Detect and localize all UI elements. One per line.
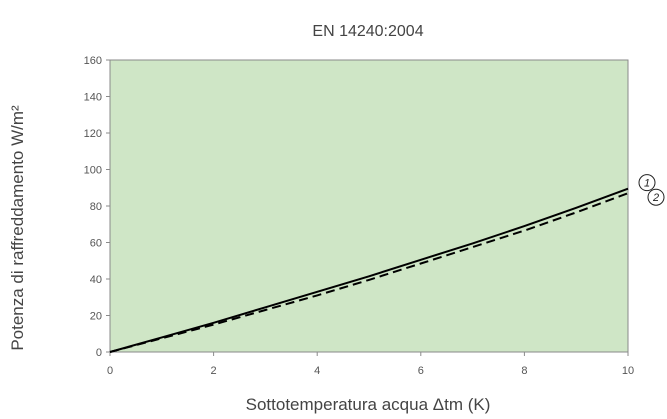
y-tick-label: 20 <box>90 311 102 323</box>
x-tick-label: 8 <box>521 365 527 377</box>
y-tick-label: 160 <box>84 55 102 67</box>
y-axis-title: Potenza di raffreddamento W/m² <box>8 105 27 351</box>
series-line-1 <box>109 187 629 353</box>
plot-background <box>109 59 629 353</box>
series-marker-circle <box>638 174 656 192</box>
y-tick-label: 140 <box>84 92 102 104</box>
y-tick-label: 100 <box>84 165 102 177</box>
x-tick-label: 10 <box>622 365 634 377</box>
x-tick-label: 6 <box>418 365 424 377</box>
series-marker-circle <box>647 188 665 206</box>
y-tick-label: 80 <box>90 201 102 213</box>
y-tick-label: 40 <box>90 274 102 286</box>
y-tick-label: 60 <box>90 238 102 250</box>
series-marker-label: 1 <box>644 178 650 190</box>
x-tick-label: 0 <box>107 365 113 377</box>
y-tick-label: 120 <box>84 128 102 140</box>
x-tick-label: 4 <box>314 365 320 377</box>
series-line-2 <box>109 192 629 353</box>
y-tick-label: 0 <box>96 347 102 359</box>
x-tick-label: 2 <box>211 365 217 377</box>
x-axis-title: Sottotemperatura acqua Δtm (K) <box>246 395 491 414</box>
chart-title: EN 14240:2004 <box>312 23 423 40</box>
series-marker-label: 2 <box>652 192 659 204</box>
